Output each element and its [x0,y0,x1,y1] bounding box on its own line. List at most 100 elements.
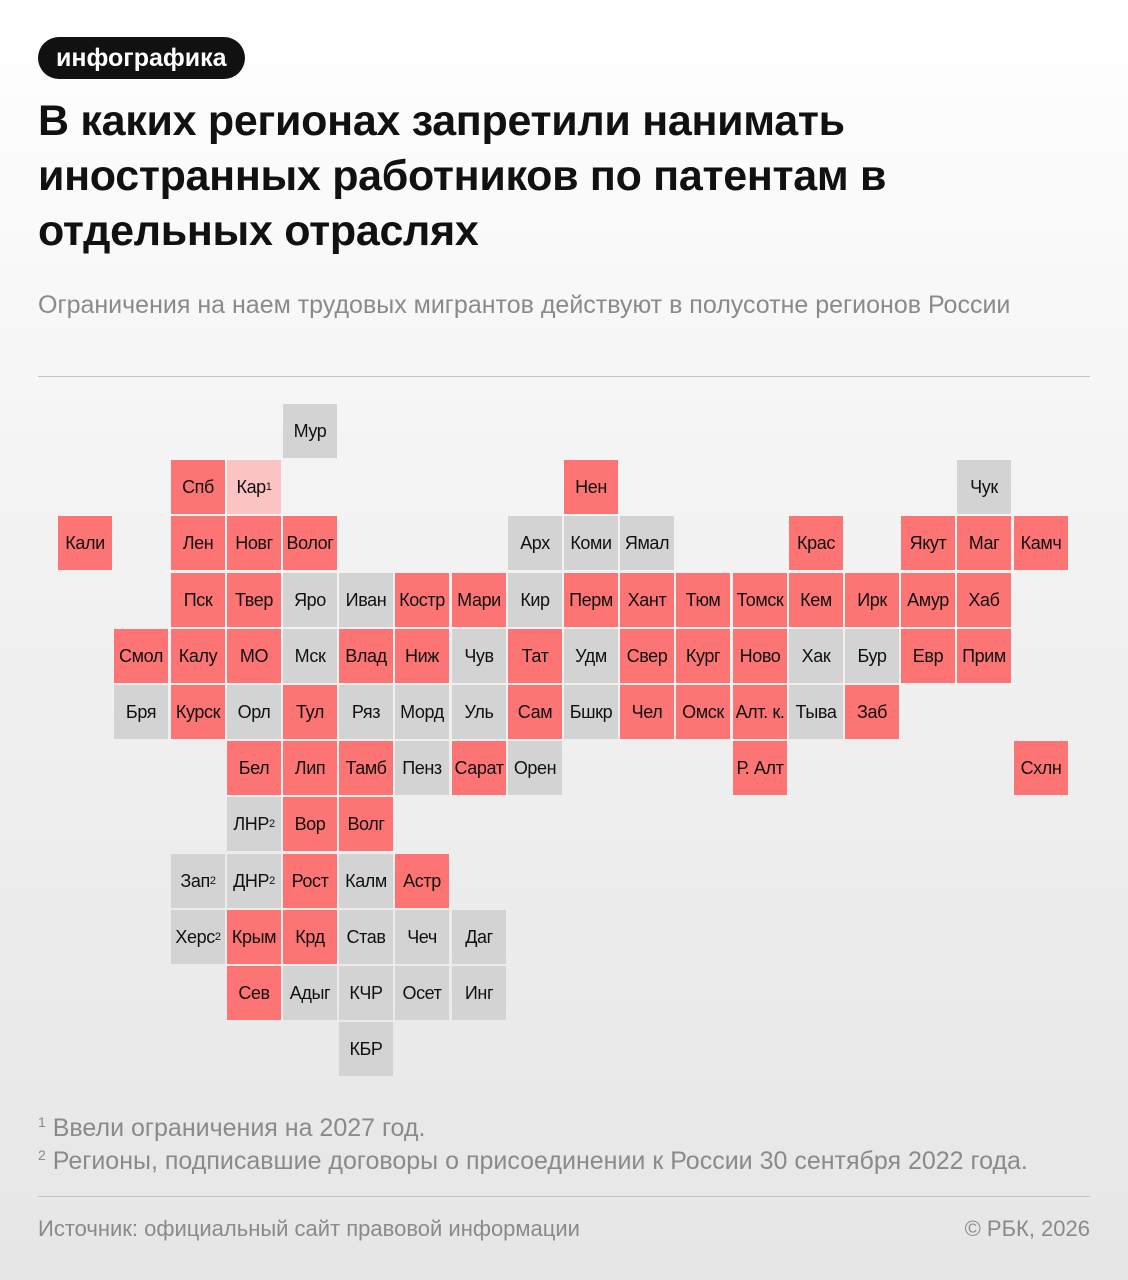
source-text: Источник: официальный сайт правовой инфо… [38,1216,580,1241]
region-label: Адыг [289,982,331,1003]
region-label: Тул [296,701,324,722]
region-tile: Коми [564,516,618,570]
region-tile: Морд [395,685,449,739]
region-tile: Арх [508,516,562,570]
region-tile: Кем [789,573,843,627]
region-tile: Крым [227,910,281,964]
region-tile: Пенз [395,741,449,795]
region-tile: Сев [227,966,281,1020]
region-label: Томск [736,589,784,610]
region-tile: Томск [733,573,787,627]
divider-top [38,376,1090,377]
region-label: Иван [345,589,387,610]
region-tile: Кар 1 [227,460,281,514]
region-label: Костр [399,589,445,610]
region-tile: КБР [339,1022,393,1076]
region-label: Новг [235,532,273,553]
region-label: Кар [236,476,266,497]
region-label: Мур [293,420,327,441]
region-tile: Тыва [789,685,843,739]
region-tile: Орл [227,685,281,739]
region-label: Кург [685,645,721,666]
region-label: Сарат [454,757,504,778]
region-label: Тюм [685,589,721,610]
footnote-1-text: Ввели ограничения на 2027 год. [45,1114,426,1142]
region-label: Тат [521,645,549,666]
region-tile: Астр [395,854,449,908]
region-tile: Чув [452,629,506,683]
region-tile: Чеч [395,910,449,964]
region-label: Ниж [405,645,439,666]
region-tile: Калм [339,854,393,908]
region-label: Перм [569,589,613,610]
region-tile: Удм [564,629,618,683]
region-label: Нен [575,476,607,497]
region-label: Алт. к. [735,701,785,722]
region-tile: Тамб [339,741,393,795]
region-tile: Тюм [676,573,730,627]
region-tile: Мари [452,573,506,627]
region-tile: Алт. к. [733,685,787,739]
region-label: Чел [631,701,663,722]
copyright-text: © РБК, 2026 [964,1216,1090,1241]
region-tile: Чел [620,685,674,739]
page-title: В каких регионах запретили нанимать инос… [38,97,887,255]
region-label: Омск [682,701,724,722]
region-tile: Омск [676,685,730,739]
region-tile: Крд [283,910,337,964]
region-tile: ДНР 2 [227,854,281,908]
region-tile: Орен [508,741,562,795]
divider-bottom [38,1196,1090,1197]
region-tile: ЛНР 2 [227,797,281,851]
region-label: Чеч [407,926,437,947]
region-tile: Схлн [1014,741,1068,795]
region-tile: Адыг [283,966,337,1020]
region-label: Сев [238,982,270,1003]
region-tile: Перм [564,573,618,627]
region-tile: Камч [1014,516,1068,570]
region-tile: Вор [283,797,337,851]
region-label: Влад [345,645,387,666]
region-tile: МО [227,629,281,683]
region-label: Кир [520,589,550,610]
region-label: Крд [295,926,325,947]
region-label: Пенз [402,757,442,778]
region-label: Лип [294,757,326,778]
region-label: Калм [345,870,387,891]
region-tile: Евр [901,629,955,683]
region-tile: Пск [171,573,225,627]
region-label: Твер [235,589,273,610]
region-tile: Ново [733,629,787,683]
region-label: Ирк [857,589,887,610]
region-label: Сам [517,701,553,722]
region-label: Бур [857,645,887,666]
region-tile: Хак [789,629,843,683]
region-tile: Хант [620,573,674,627]
region-label: Став [346,926,386,947]
region-label: Схлн [1020,757,1062,778]
region-label: Спб [182,476,214,497]
region-label: Свер [626,645,668,666]
region-tile: Зап 2 [171,854,225,908]
region-tile: Осет [395,966,449,1020]
region-label: Астр [403,870,441,891]
region-tile: Бшкр [564,685,618,739]
region-label: Орл [237,701,271,722]
region-tile: Ирк [845,573,899,627]
region-tile: Волог [283,516,337,570]
region-label: Волог [286,532,334,553]
region-label: Крас [797,532,835,553]
region-label: Хант [627,589,667,610]
region-tile: Мур [283,404,337,458]
region-tile: Херс 2 [171,910,225,964]
region-label: Кали [65,532,105,553]
region-tile: Крас [789,516,843,570]
region-label: Бел [238,757,270,778]
region-label: Амур [907,589,949,610]
region-tile: Тат [508,629,562,683]
region-tile: Став [339,910,393,964]
region-label: Ряз [351,701,381,722]
region-label: Чув [464,645,494,666]
region-label: Тыва [795,701,837,722]
region-label: Камч [1020,532,1062,553]
